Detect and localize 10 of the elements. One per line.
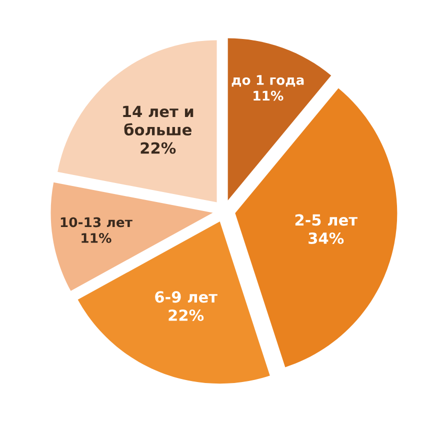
data-label: 11% xyxy=(254,90,284,101)
data-label: 11% xyxy=(82,233,112,243)
slice-label: 10-13 лет xyxy=(60,217,132,228)
data-label: 34% xyxy=(308,232,344,244)
slice-label: 2-5 лет xyxy=(295,214,358,226)
slice-label: 6-9 лет xyxy=(155,291,218,303)
slice-label: 14 лет и больше xyxy=(123,106,194,136)
data-label: 22% xyxy=(140,142,176,154)
data-label: 22% xyxy=(168,309,204,321)
slice-label: до 1 года xyxy=(232,75,304,87)
